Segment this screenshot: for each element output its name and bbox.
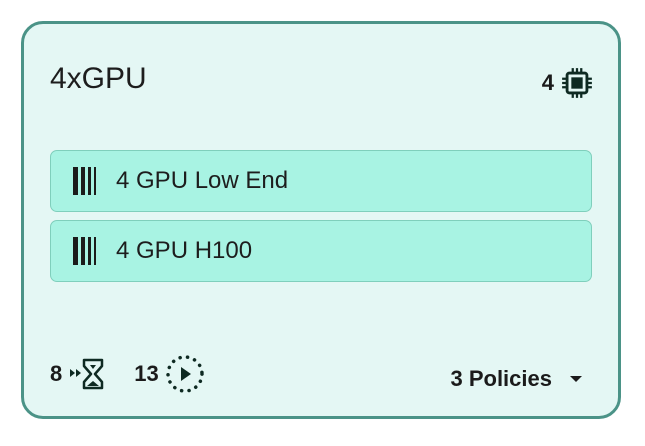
pending-jobs: 8	[50, 357, 106, 391]
barcode-icon	[73, 237, 96, 265]
gpu-count-value: 4	[541, 70, 554, 95]
chevron-down-icon	[570, 376, 582, 382]
node-chip-h100[interactable]: 4 GPU H100	[50, 220, 592, 282]
pending-count: 8	[50, 361, 63, 386]
running-jobs: 13	[134, 354, 204, 394]
node-label: 4 GPU H100	[116, 237, 253, 264]
barcode-icon	[73, 167, 96, 195]
play-circle-dotted-icon	[165, 355, 204, 393]
card-footer: 8 13	[50, 354, 233, 394]
gpu-pool-card: 4xGPU 4 4 GPU Low End 4 GPU H100 8	[21, 21, 621, 419]
card-title: 4xGPU	[50, 62, 147, 95]
gpu-count: 4	[542, 66, 594, 100]
node-label: 4 GPU Low End	[116, 167, 289, 194]
policies-label: 3 Policies	[450, 366, 552, 391]
running-count: 13	[134, 361, 159, 386]
cpu-chip-icon	[562, 68, 592, 98]
policies-dropdown[interactable]: 3 Policies	[450, 366, 584, 392]
node-chip-low-end[interactable]: 4 GPU Low End	[50, 150, 592, 212]
hourglass-queue-icon	[70, 358, 104, 390]
